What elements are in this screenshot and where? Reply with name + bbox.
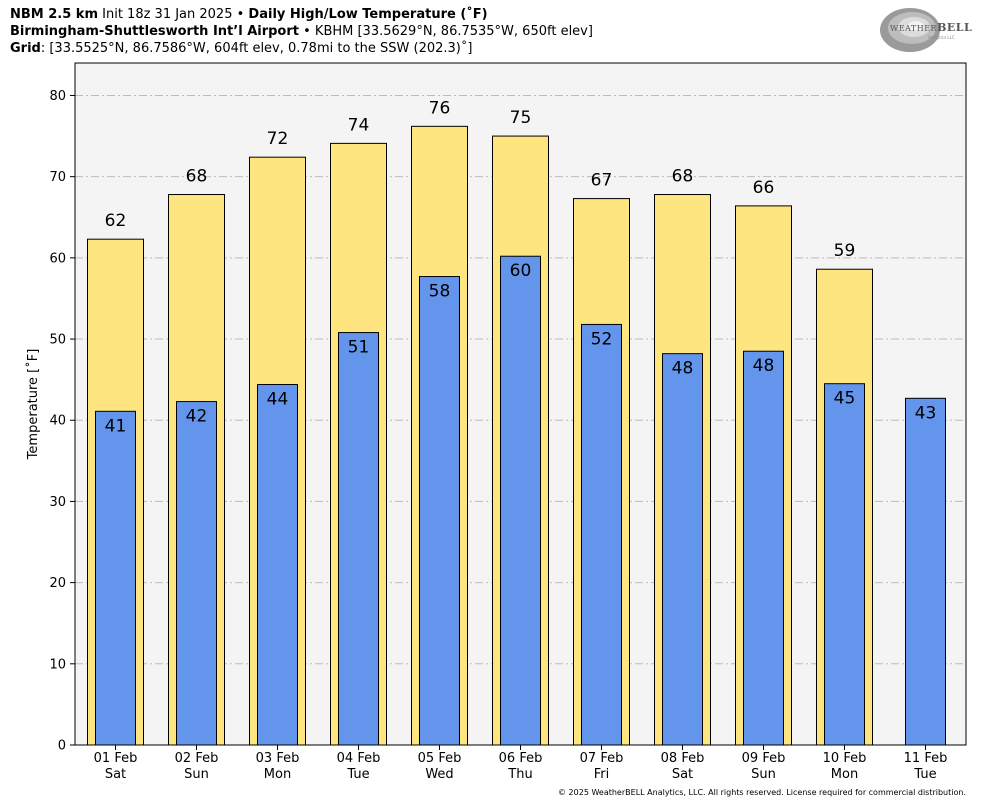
- x-tick-day: Sun: [184, 767, 209, 782]
- y-tick-label: 0: [58, 739, 66, 754]
- y-tick-label: 40: [49, 414, 66, 429]
- station-name: Birmingham-Shuttlesworth Int’l Airport: [10, 24, 299, 39]
- low-temp-label: 44: [267, 390, 289, 410]
- low-temp-bar: [581, 323, 622, 746]
- x-tick-date: 03 Feb: [256, 751, 300, 766]
- low-temp-bar: [176, 401, 217, 746]
- grid-label: Grid: [10, 41, 41, 56]
- logo-subtext: Analytics LLC: [928, 35, 955, 40]
- low-temp-bar: [419, 276, 460, 746]
- station-line: Birmingham-Shuttlesworth Int’l Airport •…: [10, 23, 593, 40]
- high-temp-label: 74: [348, 115, 370, 135]
- x-tick-day: Mon: [264, 767, 291, 782]
- product-name: Daily High/Low Temperature (˚F): [248, 7, 488, 22]
- x-tick-date: 07 Feb: [580, 751, 624, 766]
- high-temp-label: 62: [105, 211, 127, 231]
- chart-title-line: NBM 2.5 km Init 18z 31 Jan 2025 • Daily …: [10, 6, 488, 23]
- bars: [87, 125, 946, 746]
- x-tick-date: 08 Feb: [661, 751, 705, 766]
- high-temp-label: 59: [834, 241, 856, 261]
- low-temp-label: 43: [915, 403, 937, 423]
- x-tick-date: 10 Feb: [823, 751, 867, 766]
- model-name: NBM 2.5 km: [10, 7, 98, 22]
- high-temp-label: 72: [267, 129, 289, 149]
- high-temp-label: 76: [429, 98, 451, 118]
- station-coords: • KBHM [33.5629°N, 86.7535°W, 650ft elev…: [298, 24, 593, 39]
- x-tick-day: Sun: [751, 767, 776, 782]
- x-tick-day: Wed: [425, 767, 453, 782]
- x-tick-day: Sat: [672, 767, 693, 782]
- y-tick-label: 30: [49, 495, 66, 510]
- high-temp-label: 75: [510, 108, 532, 128]
- low-temp-bar: [500, 255, 541, 746]
- y-tick-label: 70: [49, 170, 66, 185]
- x-tick-date: 05 Feb: [418, 751, 462, 766]
- x-tick-day: Mon: [831, 767, 858, 782]
- copyright-notice: © 2025 WeatherBELL Analytics, LLC. All r…: [558, 788, 966, 797]
- low-temp-label: 52: [591, 329, 613, 349]
- low-temp-bar: [743, 350, 784, 746]
- y-tick-label: 20: [49, 576, 66, 591]
- low-temp-label: 48: [672, 359, 694, 379]
- low-temp-bar: [338, 332, 379, 746]
- low-temp-label: 48: [753, 356, 775, 376]
- low-temp-bar: [95, 410, 136, 746]
- init-time: Init 18z 31 Jan 2025 •: [98, 7, 249, 22]
- low-temp-bar: [824, 383, 865, 746]
- y-axis-label: Temperature [˚F]: [25, 349, 41, 461]
- x-tick-day: Sat: [105, 767, 126, 782]
- grid-coords: : [33.5525°N, 86.7586°W, 604ft elev, 0.7…: [40, 41, 473, 56]
- x-tick-date: 04 Feb: [337, 751, 381, 766]
- low-temp-label: 42: [186, 407, 208, 427]
- low-temp-label: 45: [834, 389, 856, 409]
- high-temp-label: 68: [186, 167, 208, 187]
- value-labels: 62 41 68 42 72 44 74 51 76 58 75 60 67 52 68 48 66 48 59 45…: [105, 98, 937, 436]
- y-tick-label: 80: [49, 89, 66, 104]
- x-tick-day: Tue: [346, 767, 369, 782]
- y-tick-label: 60: [49, 251, 66, 266]
- weatherbell-logo: WEATHERBELL Analytics LLC: [878, 6, 973, 54]
- high-temp-label: 67: [591, 171, 613, 191]
- low-temp-label: 41: [105, 416, 127, 436]
- high-temp-label: 66: [753, 178, 775, 198]
- logo-swirl-icon: [880, 8, 940, 52]
- x-tick-date: 01 Feb: [94, 751, 138, 766]
- x-tick-day: Tue: [913, 767, 936, 782]
- x-tick-day: Thu: [507, 767, 532, 782]
- y-tick-label: 10: [49, 657, 66, 672]
- logo-text: WEATHERBELL: [890, 21, 973, 34]
- x-tick-date: 06 Feb: [499, 751, 543, 766]
- low-temp-bar: [257, 384, 298, 746]
- x-tick-day: Fri: [594, 767, 610, 782]
- x-tick-date: 09 Feb: [742, 751, 786, 766]
- low-temp-label: 60: [510, 261, 532, 281]
- low-temp-bar: [662, 353, 703, 746]
- low-temp-bar: [905, 397, 946, 746]
- x-tick-date: 11 Feb: [904, 751, 948, 766]
- low-temp-label: 58: [429, 282, 451, 302]
- x-tick-date: 02 Feb: [175, 751, 219, 766]
- low-temp-label: 51: [348, 338, 370, 358]
- y-tick-label: 50: [49, 333, 66, 348]
- high-temp-label: 68: [672, 167, 694, 187]
- grid-line: Grid: [33.5525°N, 86.7586°W, 604ft elev,…: [10, 40, 472, 57]
